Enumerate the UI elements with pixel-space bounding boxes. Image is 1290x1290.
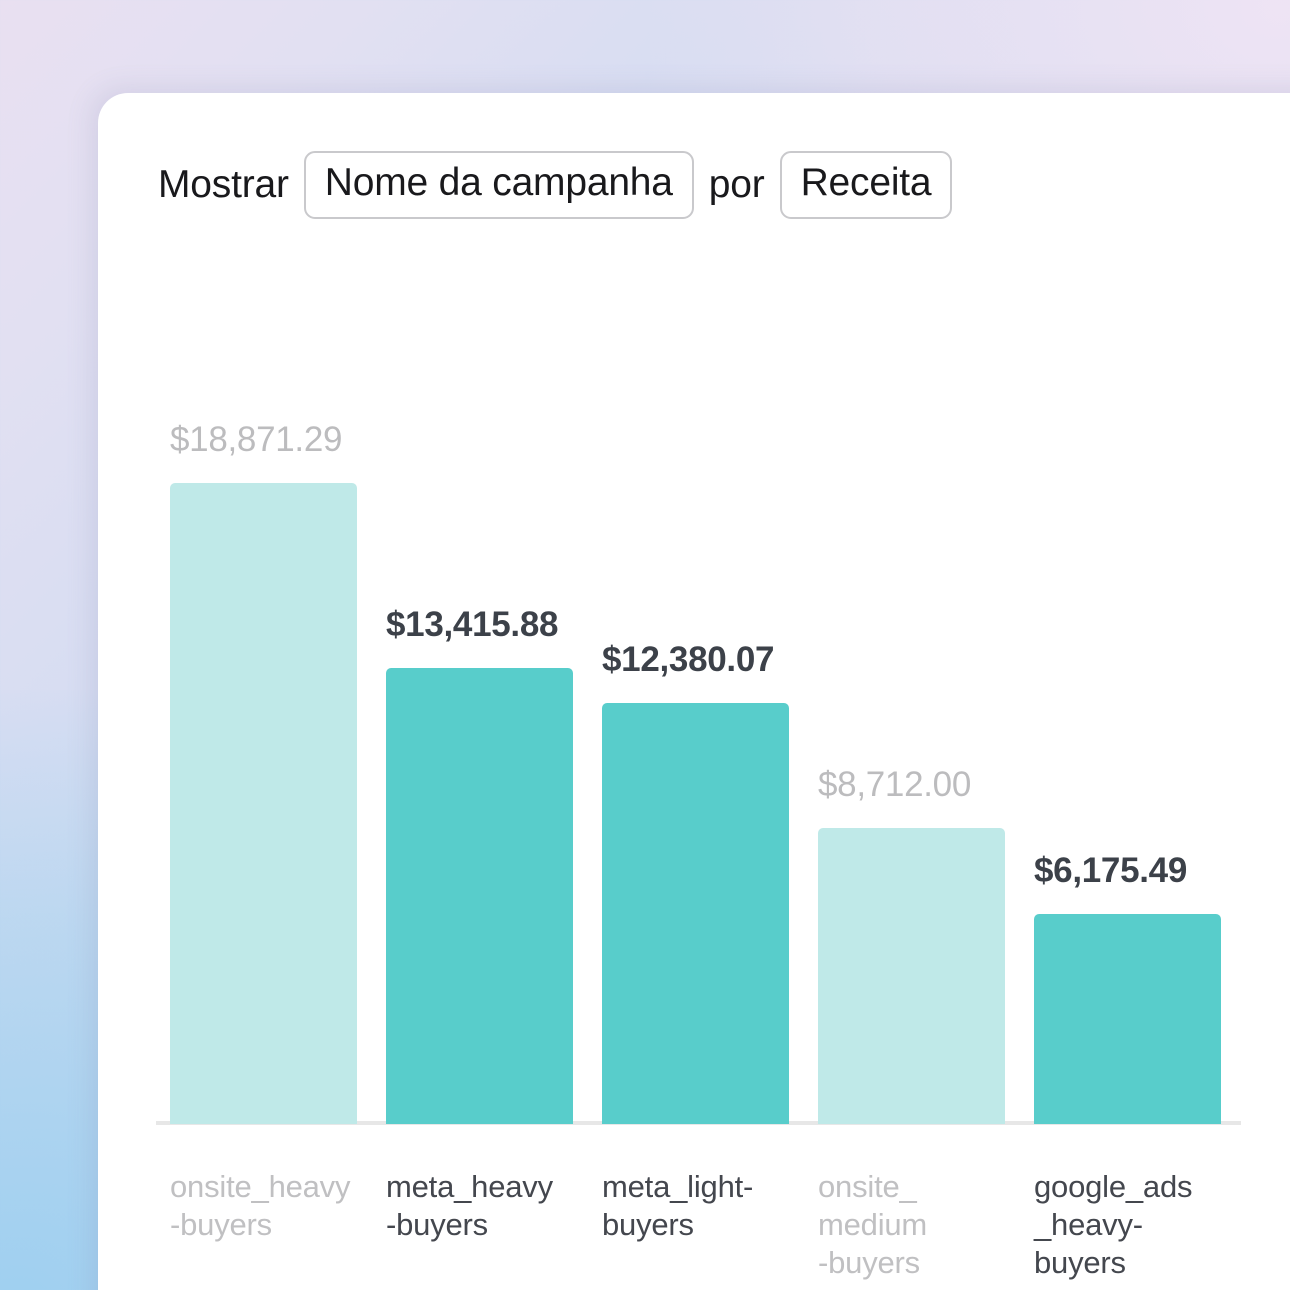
bar-group[interactable]: $8,712.00 onsite_ medium -buyers [818, 93, 1005, 1280]
bar-category-label: meta_light-buyers [602, 1169, 754, 1242]
bar-group[interactable]: $18,871.29 onsite_heavy -buyers [170, 93, 357, 1242]
bar-group[interactable]: $13,415.88 meta_heavy -buyers [386, 93, 573, 1242]
bar-value-label: $8,712.00 [818, 765, 972, 804]
bar-category-label: onsite_heavy -buyers [170, 1169, 351, 1242]
metric-dropdown[interactable]: Receita [779, 151, 953, 219]
bar-group[interactable]: $6,175.49 google_ads _heavy-buyers [1034, 93, 1221, 1280]
bar-category-label: google_ads _heavy-buyers [1034, 1169, 1193, 1280]
bar-value-label: $13,415.88 [386, 605, 559, 644]
bar-rect[interactable] [386, 668, 573, 1124]
bar-category-label: onsite_ medium -buyers [818, 1169, 928, 1280]
bar-value-label: $12,380.07 [602, 640, 775, 679]
bar-chart: $18,871.29 onsite_heavy -buyers $13,415.88 m… [98, 93, 1290, 1290]
bar-value-label: $6,175.49 [1034, 851, 1188, 890]
chart-controls-bar: Mostrar Nome da campanha por Receita [158, 151, 953, 219]
dimension-dropdown[interactable]: Nome da campanha [303, 151, 694, 219]
bar-group[interactable]: $12,380.07 meta_light-buyers [602, 93, 789, 1242]
bar-rect[interactable] [602, 703, 789, 1124]
controls-prefix-label: Mostrar [158, 162, 289, 206]
controls-middle-label: por [708, 162, 765, 206]
bar-value-label: $18,871.29 [170, 420, 343, 459]
chart-card: Mostrar Nome da campanha por Receita $18… [98, 93, 1290, 1290]
bar-series: $18,871.29 onsite_heavy -buyers $13,415.88 m… [98, 93, 1290, 1290]
bar-rect[interactable] [818, 828, 1005, 1124]
bar-category-label: meta_heavy -buyers [386, 1169, 553, 1242]
bar-rect[interactable] [170, 483, 357, 1124]
bar-rect[interactable] [1034, 914, 1221, 1124]
